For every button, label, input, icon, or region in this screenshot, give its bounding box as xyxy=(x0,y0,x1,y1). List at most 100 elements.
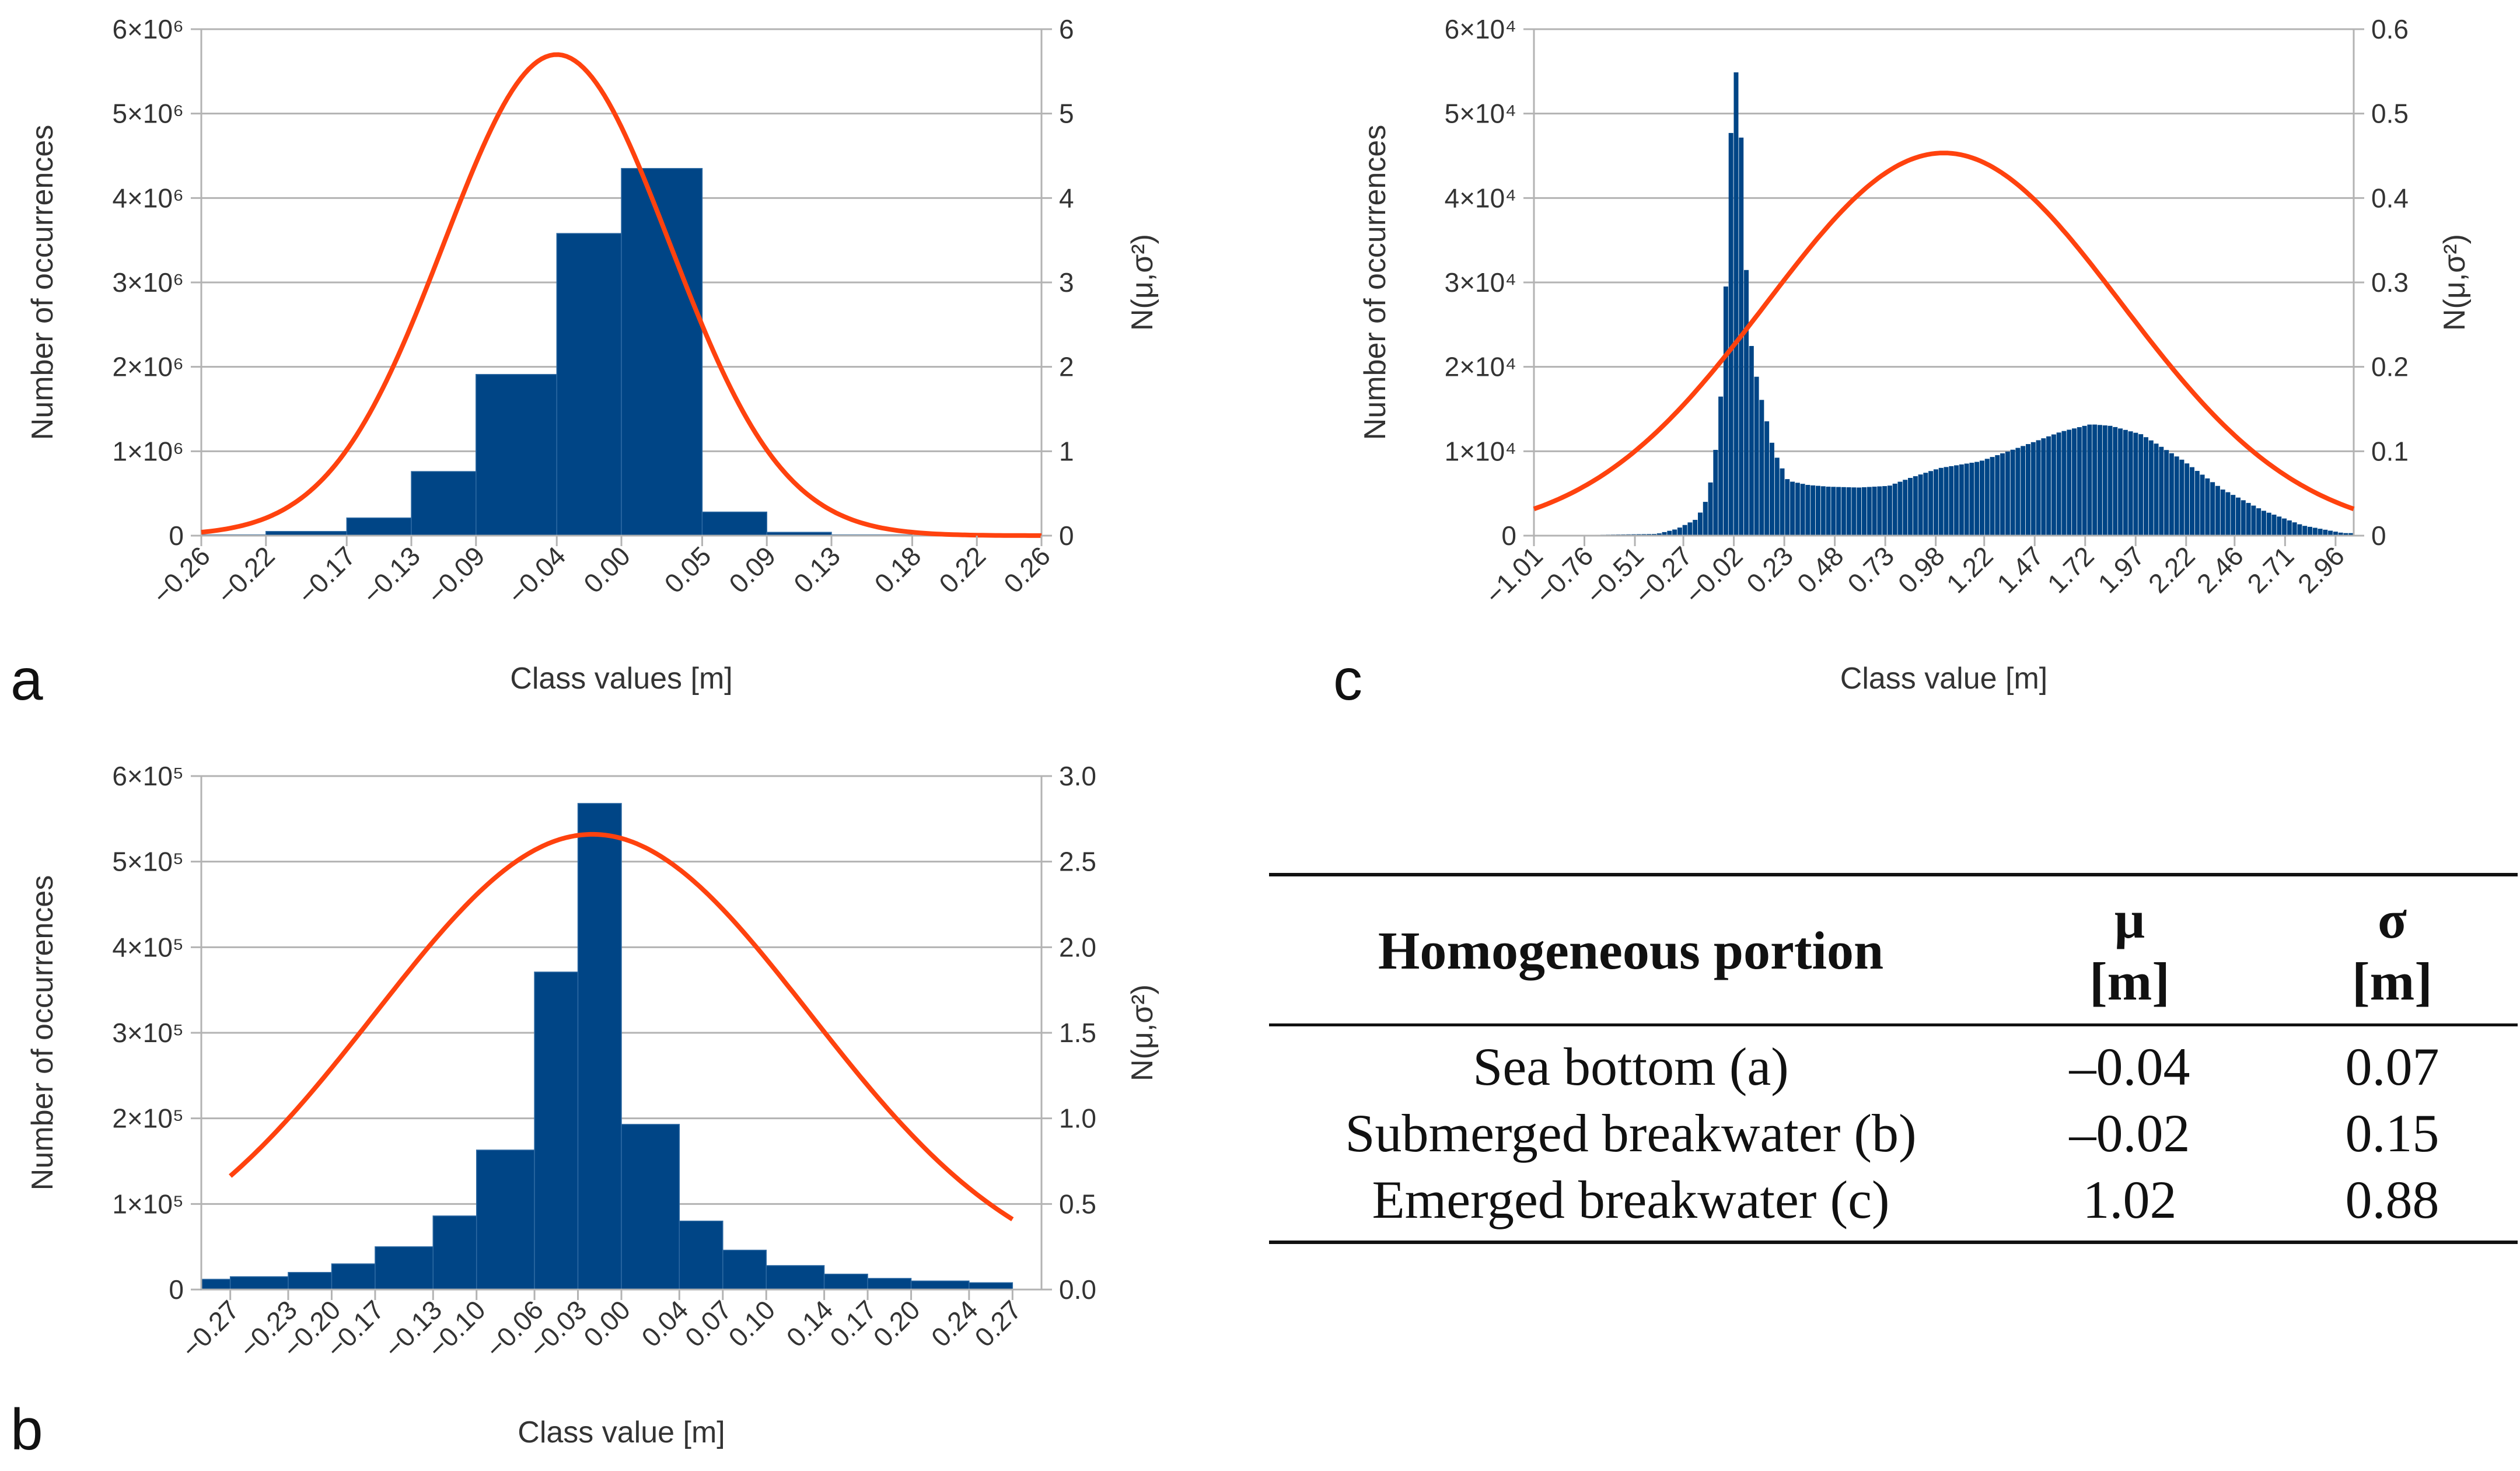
histogram-bar xyxy=(1790,481,1795,536)
histogram-bar xyxy=(2123,429,2128,536)
y2-tick-label: 2 xyxy=(1059,352,1074,382)
y2-tick-label: 1.5 xyxy=(1059,1018,1096,1048)
histogram-bar xyxy=(2113,427,2118,536)
row-sigma: 0.88 xyxy=(2345,1170,2439,1230)
normal-distribution-line xyxy=(1533,151,2355,511)
histogram-bar xyxy=(2312,527,2318,536)
x-tick-label: 0.26 xyxy=(998,540,1056,599)
y2-tick-label: 3 xyxy=(1059,267,1074,298)
y-tick-label: 0 xyxy=(169,1274,184,1305)
histogram-bar xyxy=(1846,487,1851,536)
x-tick-label: 0.23 xyxy=(1740,540,1799,599)
histogram-bar xyxy=(2021,446,2026,536)
x-tick-label: 0.07 xyxy=(679,1294,738,1353)
row-portion: Submerged breakwater (b) xyxy=(1345,1103,1917,1163)
y2-tick-label: 2.0 xyxy=(1059,932,1096,962)
histogram-bar xyxy=(2133,432,2138,536)
histogram-bar xyxy=(411,471,477,536)
histogram-bar xyxy=(1708,482,1713,536)
y2-tick-label: 0.5 xyxy=(1059,1189,1096,1219)
histogram-bar xyxy=(331,1263,376,1290)
histogram-bar xyxy=(1662,532,1667,536)
histogram-bar xyxy=(1990,457,1995,536)
histogram-bar xyxy=(1933,469,1938,536)
histogram-bar xyxy=(2261,511,2266,536)
histogram-bar xyxy=(1851,487,1857,536)
histogram-chart-c: 0 0 1×10⁴ 0.1 2×10⁴ 0.2 3×10⁴ 0.3 4×10⁴ 0.4 5×10⁴ 0… xyxy=(1358,14,2472,696)
header-sigma: σ [m] xyxy=(2352,890,2432,1011)
y2-tick-label: 1.0 xyxy=(1059,1103,1096,1134)
histogram-bar xyxy=(1744,270,1749,536)
histogram-bar xyxy=(2231,495,2236,536)
y2-tick-label: 2.5 xyxy=(1059,847,1096,877)
histogram-bar xyxy=(2118,428,2123,536)
y-tick-label: 2×10⁴ xyxy=(1445,352,1516,382)
histogram-bar xyxy=(1938,467,1944,536)
x-axis-title: Class values [m] xyxy=(510,662,732,696)
y-tick-label: 2×10⁶ xyxy=(112,352,184,382)
row-mu: 1.02 xyxy=(2082,1170,2177,1230)
histogram-bar xyxy=(2082,425,2087,536)
histogram-bar xyxy=(2185,463,2190,536)
histogram-bar xyxy=(2343,533,2348,536)
histogram-bar xyxy=(577,803,622,1290)
y2-tick-label: 5 xyxy=(1059,99,1074,129)
histogram-bar xyxy=(2277,516,2282,536)
x-tick-label: −0.27 xyxy=(176,1294,245,1364)
histogram-bar xyxy=(2046,436,2051,536)
histogram-bar xyxy=(1887,485,1892,536)
histogram-bar xyxy=(1826,487,1831,536)
histogram-bar xyxy=(701,511,767,536)
header-portion: Homogeneous portion xyxy=(1378,920,1884,980)
y2-tick-label: 4 xyxy=(1059,183,1074,213)
histogram-bar xyxy=(1872,487,1877,536)
histogram-bar xyxy=(1703,502,1708,536)
x-tick-label: 0.09 xyxy=(723,540,781,599)
histogram-bar xyxy=(1979,460,1984,536)
normal-distribution-line xyxy=(229,831,1014,1221)
histogram-bar xyxy=(1728,132,1733,536)
histogram-bar xyxy=(2030,442,2036,536)
histogram-bar xyxy=(2015,448,2021,536)
histogram-bar xyxy=(1656,533,1662,536)
histogram-bar xyxy=(1831,487,1836,536)
histogram-bar xyxy=(1867,487,1872,536)
histogram-bar xyxy=(1774,457,1780,536)
histogram-bar xyxy=(2220,489,2225,536)
x-tick-label: −0.04 xyxy=(502,540,571,610)
row-portion: Emerged breakwater (c) xyxy=(1372,1170,1890,1230)
histogram-bar xyxy=(556,233,622,536)
histogram-bar xyxy=(2287,520,2292,536)
histogram-bar xyxy=(2241,500,2246,536)
histogram-bar xyxy=(1959,464,1964,536)
histogram-bar xyxy=(2333,532,2338,536)
histogram-bar xyxy=(2010,449,2015,536)
histogram-bar xyxy=(1820,486,1826,536)
histogram-bar xyxy=(1897,481,1903,536)
row-sigma: 0.15 xyxy=(2345,1103,2439,1163)
histogram-bar xyxy=(1805,485,1811,536)
histogram-bar xyxy=(2179,459,2185,536)
y2-tick-label: 0.0 xyxy=(1059,1274,1096,1305)
y-tick-label: 3×10⁴ xyxy=(1445,267,1516,298)
y2-tick-label: 0 xyxy=(2371,520,2386,551)
histogram-bar xyxy=(1949,466,1954,536)
histogram-bar xyxy=(288,1271,333,1290)
histogram-bar xyxy=(2154,443,2159,536)
x-tick-label: −0.17 xyxy=(292,540,361,610)
x-tick-label: 0.05 xyxy=(658,540,716,599)
histogram-bar xyxy=(2138,434,2144,536)
bars xyxy=(201,167,1042,536)
x-tick-label: 0.98 xyxy=(1892,540,1951,599)
y-tick-label: 3×10⁵ xyxy=(112,1018,184,1048)
histogram-bar xyxy=(2190,467,2194,536)
row-mu: –0.04 xyxy=(2069,1036,2190,1096)
x-tick-label: 1.97 xyxy=(2092,540,2150,599)
histogram-bar xyxy=(476,1149,535,1290)
histogram-bar xyxy=(2174,456,2179,536)
histogram-bar xyxy=(1749,345,1754,536)
x-tick-label: 0.00 xyxy=(578,540,636,599)
histogram-bar xyxy=(1841,487,1846,536)
y-axis-title: Number of occurrences xyxy=(26,875,60,1190)
y-tick-label: 2×10⁵ xyxy=(112,1103,184,1134)
